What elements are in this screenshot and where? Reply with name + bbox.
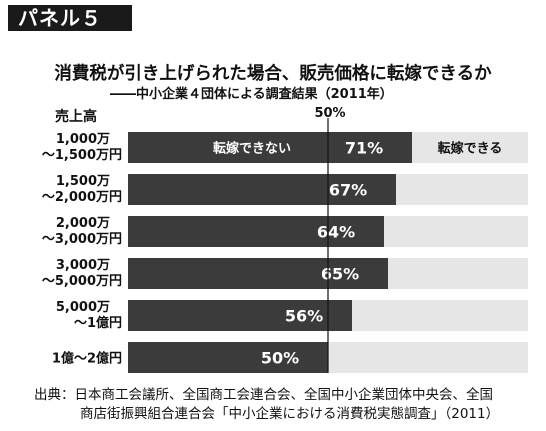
category-label-line2: ～1億円 [74,315,122,331]
midline-label: 50% [314,106,346,121]
category-label-line2: ～3,000万円 [42,232,122,247]
category-label-line1: 5,000万 [56,300,110,315]
category-label-line1: 2,000万 [56,216,110,231]
source-line-1: 出典：日本商工会議所、全国商工会連合会、全国中小企業団体中央会、全国 [34,387,493,403]
bar-cannot-pass-on [128,174,396,205]
category-label-line1: 1,000万 [56,132,110,147]
chart-title: 消費税が引き上げられた場合、販売価格に転嫁できるか [54,64,492,84]
value-label: 56% [285,307,323,326]
bar-can-pass-on [412,132,528,163]
bar-cannot-pass-on [128,342,328,373]
bar-can-pass-on [352,300,528,331]
series-label-cannot: 転嫁できない [213,141,291,157]
category-label-line1: 3,000万 [56,258,110,273]
bar-can-pass-on [384,216,528,247]
bar-can-pass-on [328,342,528,373]
category-label-line2: ～2,000万円 [42,190,122,205]
value-label: 64% [317,223,355,242]
value-label: 50% [261,349,299,368]
bar-cannot-pass-on [128,132,412,163]
category-label: 1億～2億円 [52,351,122,367]
bar-chart: 1,000万～1,500万円 71% 転嫁できない 転嫁できる 1,500万～2,000… [42,118,528,373]
category-label-line1: 1,500万 [56,174,110,189]
source-note: 出典：日本商工会議所、全国商工会連合会、全国中小企業団体中央会、全国 商店街振興… [34,386,499,424]
bar-cannot-pass-on [128,216,384,247]
value-label: 71% [345,139,383,158]
panel-label: パネル５ [8,5,132,31]
bar-cannot-pass-on [128,300,352,331]
bar-cannot-pass-on [128,258,388,289]
category-label-line2: ～1,500万円 [42,148,122,163]
series-label-can: 転嫁できる [438,141,503,157]
y-axis-header: 売上高 [55,109,97,125]
value-label: 65% [321,265,359,284]
category-label-line2: ～5,000万円 [42,274,122,289]
source-line-2: 商店街振興組合連合会「中小企業における消費税実態調査」（2011） [80,406,500,422]
value-label: 67% [329,181,367,200]
bar-can-pass-on [396,174,528,205]
chart-subtitle: ――中小企業４団体による調査結果（2011年） [110,87,393,102]
bar-can-pass-on [388,258,528,289]
